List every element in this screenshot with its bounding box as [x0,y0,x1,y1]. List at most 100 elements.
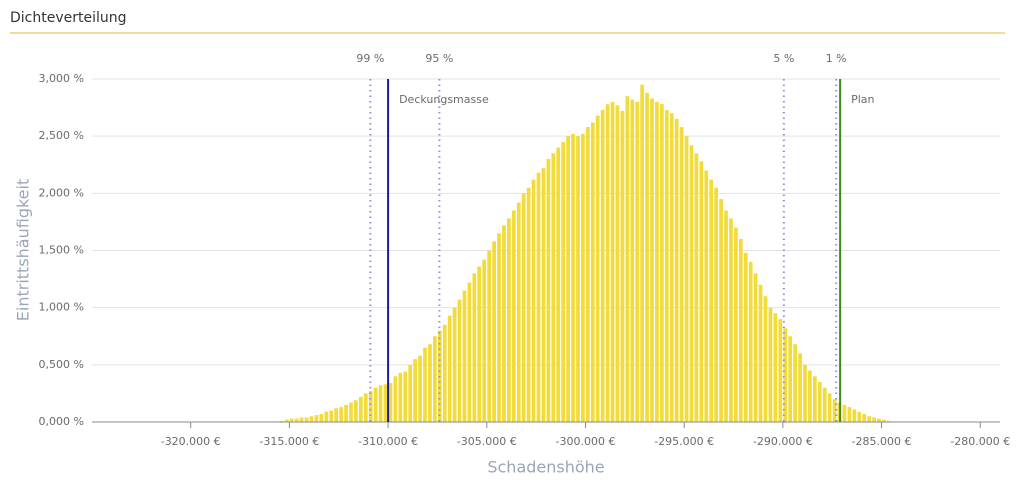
bar [511,210,516,422]
bar [492,241,496,422]
y-tick-label: 0,500 % [39,358,84,371]
bar [531,179,536,422]
bar [462,290,467,422]
y-tick-label: 2,000 % [39,186,84,199]
bar [808,370,812,422]
bar [773,313,778,422]
bar [309,416,314,422]
bar [867,416,871,422]
bar [433,336,437,422]
bar [349,402,353,422]
bar [877,418,881,422]
bar [344,404,348,422]
bar [497,233,501,422]
y-tick-label: 2,500 % [39,129,84,142]
bar [472,273,477,422]
bar [842,404,847,422]
bar [803,364,807,422]
bar [699,161,704,422]
bar [428,344,432,422]
bar [812,376,817,422]
x-tick-label: -300.000 € [556,435,616,448]
bar [284,419,289,422]
bar [546,159,551,423]
bar [595,115,600,422]
bar [452,307,457,422]
bar [383,384,388,422]
bar [487,250,492,422]
bar [763,296,768,422]
bar [388,383,393,422]
y-axis-label: Eintrittshäufigkeit [14,179,33,321]
bar [477,266,482,422]
x-axis-label: Schadenshöhe [487,458,604,477]
bar [339,407,343,422]
x-tick-label: -315.000 € [259,435,319,448]
marker-label: Plan [851,93,874,106]
bar [615,105,620,423]
bar [778,319,783,422]
bar [882,419,886,422]
bar [556,147,561,422]
bar [817,381,822,422]
bar [566,136,570,422]
bar [669,113,674,423]
x-tick-label: -295.000 € [654,435,714,448]
bar [329,410,334,422]
bar [650,98,654,422]
bar [304,417,309,422]
bar [862,413,867,422]
quantile-label: 5 % [773,52,794,65]
bar [418,355,422,422]
bar [768,307,773,422]
bar [738,239,743,422]
quantile-label: 95 % [425,52,453,65]
bar [516,202,521,422]
bar [521,193,526,422]
bar [793,344,797,422]
y-tick-label: 1,500 % [39,244,84,257]
bar [610,101,615,422]
bar [640,84,644,422]
bar [423,347,427,422]
panel-title: Dichteverteilung [10,10,127,26]
marker-label: Deckungsmasse [399,93,489,106]
bar [358,396,363,422]
bar [645,92,649,422]
quantile-label: 1 % [826,52,847,65]
quantile-label: 99 % [356,52,384,65]
bar [502,225,506,422]
bar [827,393,832,422]
bar [743,252,748,422]
bar [457,299,462,422]
x-tick-label: -320.000 € [161,435,221,448]
bar [847,407,852,422]
bar [590,122,595,423]
x-tick-label: -280.000 € [950,435,1010,448]
bar [280,420,284,422]
bar [748,261,753,422]
bar [334,408,339,422]
bar [724,210,728,422]
bar [857,411,862,422]
bar [620,111,625,422]
x-tick-label: -305.000 € [457,435,517,448]
bar [704,170,709,422]
bar [482,259,487,422]
x-tick-label: -285.000 € [852,435,912,448]
bar [600,109,605,423]
bar [625,96,630,423]
bar [324,411,329,422]
bar [314,415,319,422]
bar [729,218,733,422]
bar [694,153,699,423]
bar [684,136,689,422]
bar [507,218,511,422]
bar [294,418,299,422]
bar [655,101,659,422]
bar [605,104,610,423]
bar [354,400,358,422]
x-tick-label: -310.000 € [358,435,418,448]
bar [551,153,556,423]
bar [319,413,324,422]
